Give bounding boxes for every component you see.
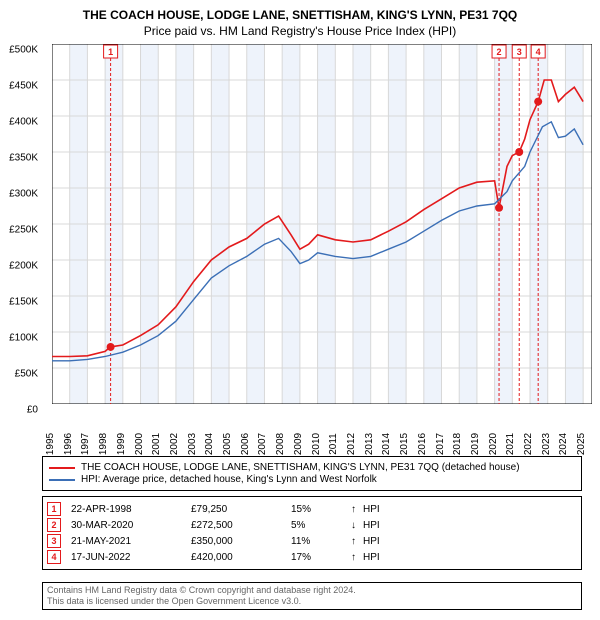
svg-text:3: 3 (517, 47, 522, 57)
event-arrow-icon: ↓ (351, 520, 363, 531)
event-arrow-icon: ↑ (351, 536, 363, 547)
chart-container: THE COACH HOUSE, LODGE LANE, SNETTISHAM,… (0, 0, 600, 620)
event-row: 3 21-MAY-2021£350,00011%↑HPI (47, 534, 577, 548)
x-tick-label: 2019 (470, 433, 481, 455)
x-tick-label: 2004 (204, 433, 215, 455)
x-tick-label: 2011 (328, 433, 339, 455)
attribution-line-2: This data is licensed under the Open Gov… (47, 596, 577, 607)
y-tick-label: £250K (9, 225, 38, 236)
legend-row: HPI: Average price, detached house, King… (49, 474, 575, 485)
y-axis-labels: £0£50K£100K£150K£200K£250K£300K£350K£400… (0, 50, 40, 410)
y-tick-label: £350K (9, 153, 38, 164)
y-tick-label: £0 (27, 405, 38, 416)
x-tick-label: 2005 (222, 433, 233, 455)
event-price: £420,000 (191, 552, 291, 563)
x-tick-label: 1999 (116, 433, 127, 455)
x-tick-label: 2008 (275, 433, 286, 455)
event-ref: HPI (363, 552, 380, 563)
legend-swatch (49, 467, 75, 469)
x-tick-label: 2014 (381, 433, 392, 455)
x-tick-label: 2021 (505, 433, 516, 455)
legend-swatch (49, 479, 75, 481)
x-tick-label: 2017 (435, 433, 446, 455)
x-tick-label: 2020 (488, 433, 499, 455)
x-tick-label: 2025 (576, 433, 587, 455)
x-tick-label: 2007 (257, 433, 268, 455)
x-tick-label: 2023 (541, 433, 552, 455)
x-axis-labels: 1995 1996 1997 1998 1999 2000 2001 2002 2003 2004… (42, 414, 582, 454)
x-tick-label: 2002 (169, 433, 180, 455)
title-line-2: Price paid vs. HM Land Registry's House … (10, 24, 590, 38)
svg-text:1: 1 (108, 47, 113, 57)
event-price: £350,000 (191, 536, 291, 547)
title-line-1: THE COACH HOUSE, LODGE LANE, SNETTISHAM,… (10, 8, 590, 22)
chart-svg: 1 2 3 4 (52, 44, 592, 404)
x-tick-label: 2013 (364, 433, 375, 455)
x-tick-label: 2009 (293, 433, 304, 455)
event-ref: HPI (363, 536, 380, 547)
plot-area: 1 2 3 4 (52, 44, 592, 404)
event-row: 2 30-MAR-2020£272,5005%↓HPI (47, 518, 577, 532)
title-block: THE COACH HOUSE, LODGE LANE, SNETTISHAM,… (10, 8, 590, 38)
y-tick-label: £50K (15, 369, 38, 380)
x-tick-label: 1995 (45, 433, 56, 455)
svg-text:4: 4 (536, 47, 541, 57)
event-ref: HPI (363, 520, 380, 531)
y-tick-label: £300K (9, 189, 38, 200)
x-tick-label: 2001 (151, 433, 162, 455)
event-date: 17-JUN-2022 (71, 552, 191, 563)
event-row: 1 22-APR-1998£79,25015%↑HPI (47, 502, 577, 516)
event-date: 22-APR-1998 (71, 504, 191, 515)
legend-row: THE COACH HOUSE, LODGE LANE, SNETTISHAM,… (49, 462, 575, 473)
x-tick-label: 2000 (134, 433, 145, 455)
legend-label: THE COACH HOUSE, LODGE LANE, SNETTISHAM,… (81, 462, 520, 473)
y-tick-label: £500K (9, 45, 38, 56)
event-price: £272,500 (191, 520, 291, 531)
x-tick-label: 2016 (417, 433, 428, 455)
x-tick-label: 2024 (558, 433, 569, 455)
event-delta: 15% (291, 504, 351, 515)
event-marker: 2 (47, 518, 61, 532)
x-tick-label: 1998 (98, 433, 109, 455)
x-tick-label: 2006 (240, 433, 251, 455)
x-tick-label: 2012 (346, 433, 357, 455)
x-tick-label: 2018 (452, 433, 463, 455)
event-arrow-icon: ↑ (351, 504, 363, 515)
y-tick-label: £450K (9, 81, 38, 92)
legend: THE COACH HOUSE, LODGE LANE, SNETTISHAM,… (42, 456, 582, 491)
event-row: 4 17-JUN-2022£420,00017%↑HPI (47, 550, 577, 564)
attribution-line-1: Contains HM Land Registry data © Crown c… (47, 585, 577, 596)
x-tick-label: 2010 (311, 433, 322, 455)
svg-text:2: 2 (497, 47, 502, 57)
events-table: 122-APR-1998£79,25015%↑HPI230-MAR-2020£2… (42, 496, 582, 570)
x-tick-label: 1996 (63, 433, 74, 455)
event-delta: 11% (291, 536, 351, 547)
event-marker: 4 (47, 550, 61, 564)
event-date: 30-MAR-2020 (71, 520, 191, 531)
event-marker: 1 (47, 502, 61, 516)
y-tick-label: £400K (9, 117, 38, 128)
event-delta: 5% (291, 520, 351, 531)
event-marker: 3 (47, 534, 61, 548)
x-tick-label: 2015 (399, 433, 410, 455)
legend-label: HPI: Average price, detached house, King… (81, 474, 377, 485)
event-arrow-icon: ↑ (351, 552, 363, 563)
event-ref: HPI (363, 504, 380, 515)
event-delta: 17% (291, 552, 351, 563)
event-price: £79,250 (191, 504, 291, 515)
x-tick-label: 2022 (523, 433, 534, 455)
x-tick-label: 1997 (80, 433, 91, 455)
y-tick-label: £150K (9, 297, 38, 308)
x-tick-label: 2003 (187, 433, 198, 455)
event-date: 21-MAY-2021 (71, 536, 191, 547)
y-tick-label: £200K (9, 261, 38, 272)
attribution: Contains HM Land Registry data © Crown c… (42, 582, 582, 610)
y-tick-label: £100K (9, 333, 38, 344)
